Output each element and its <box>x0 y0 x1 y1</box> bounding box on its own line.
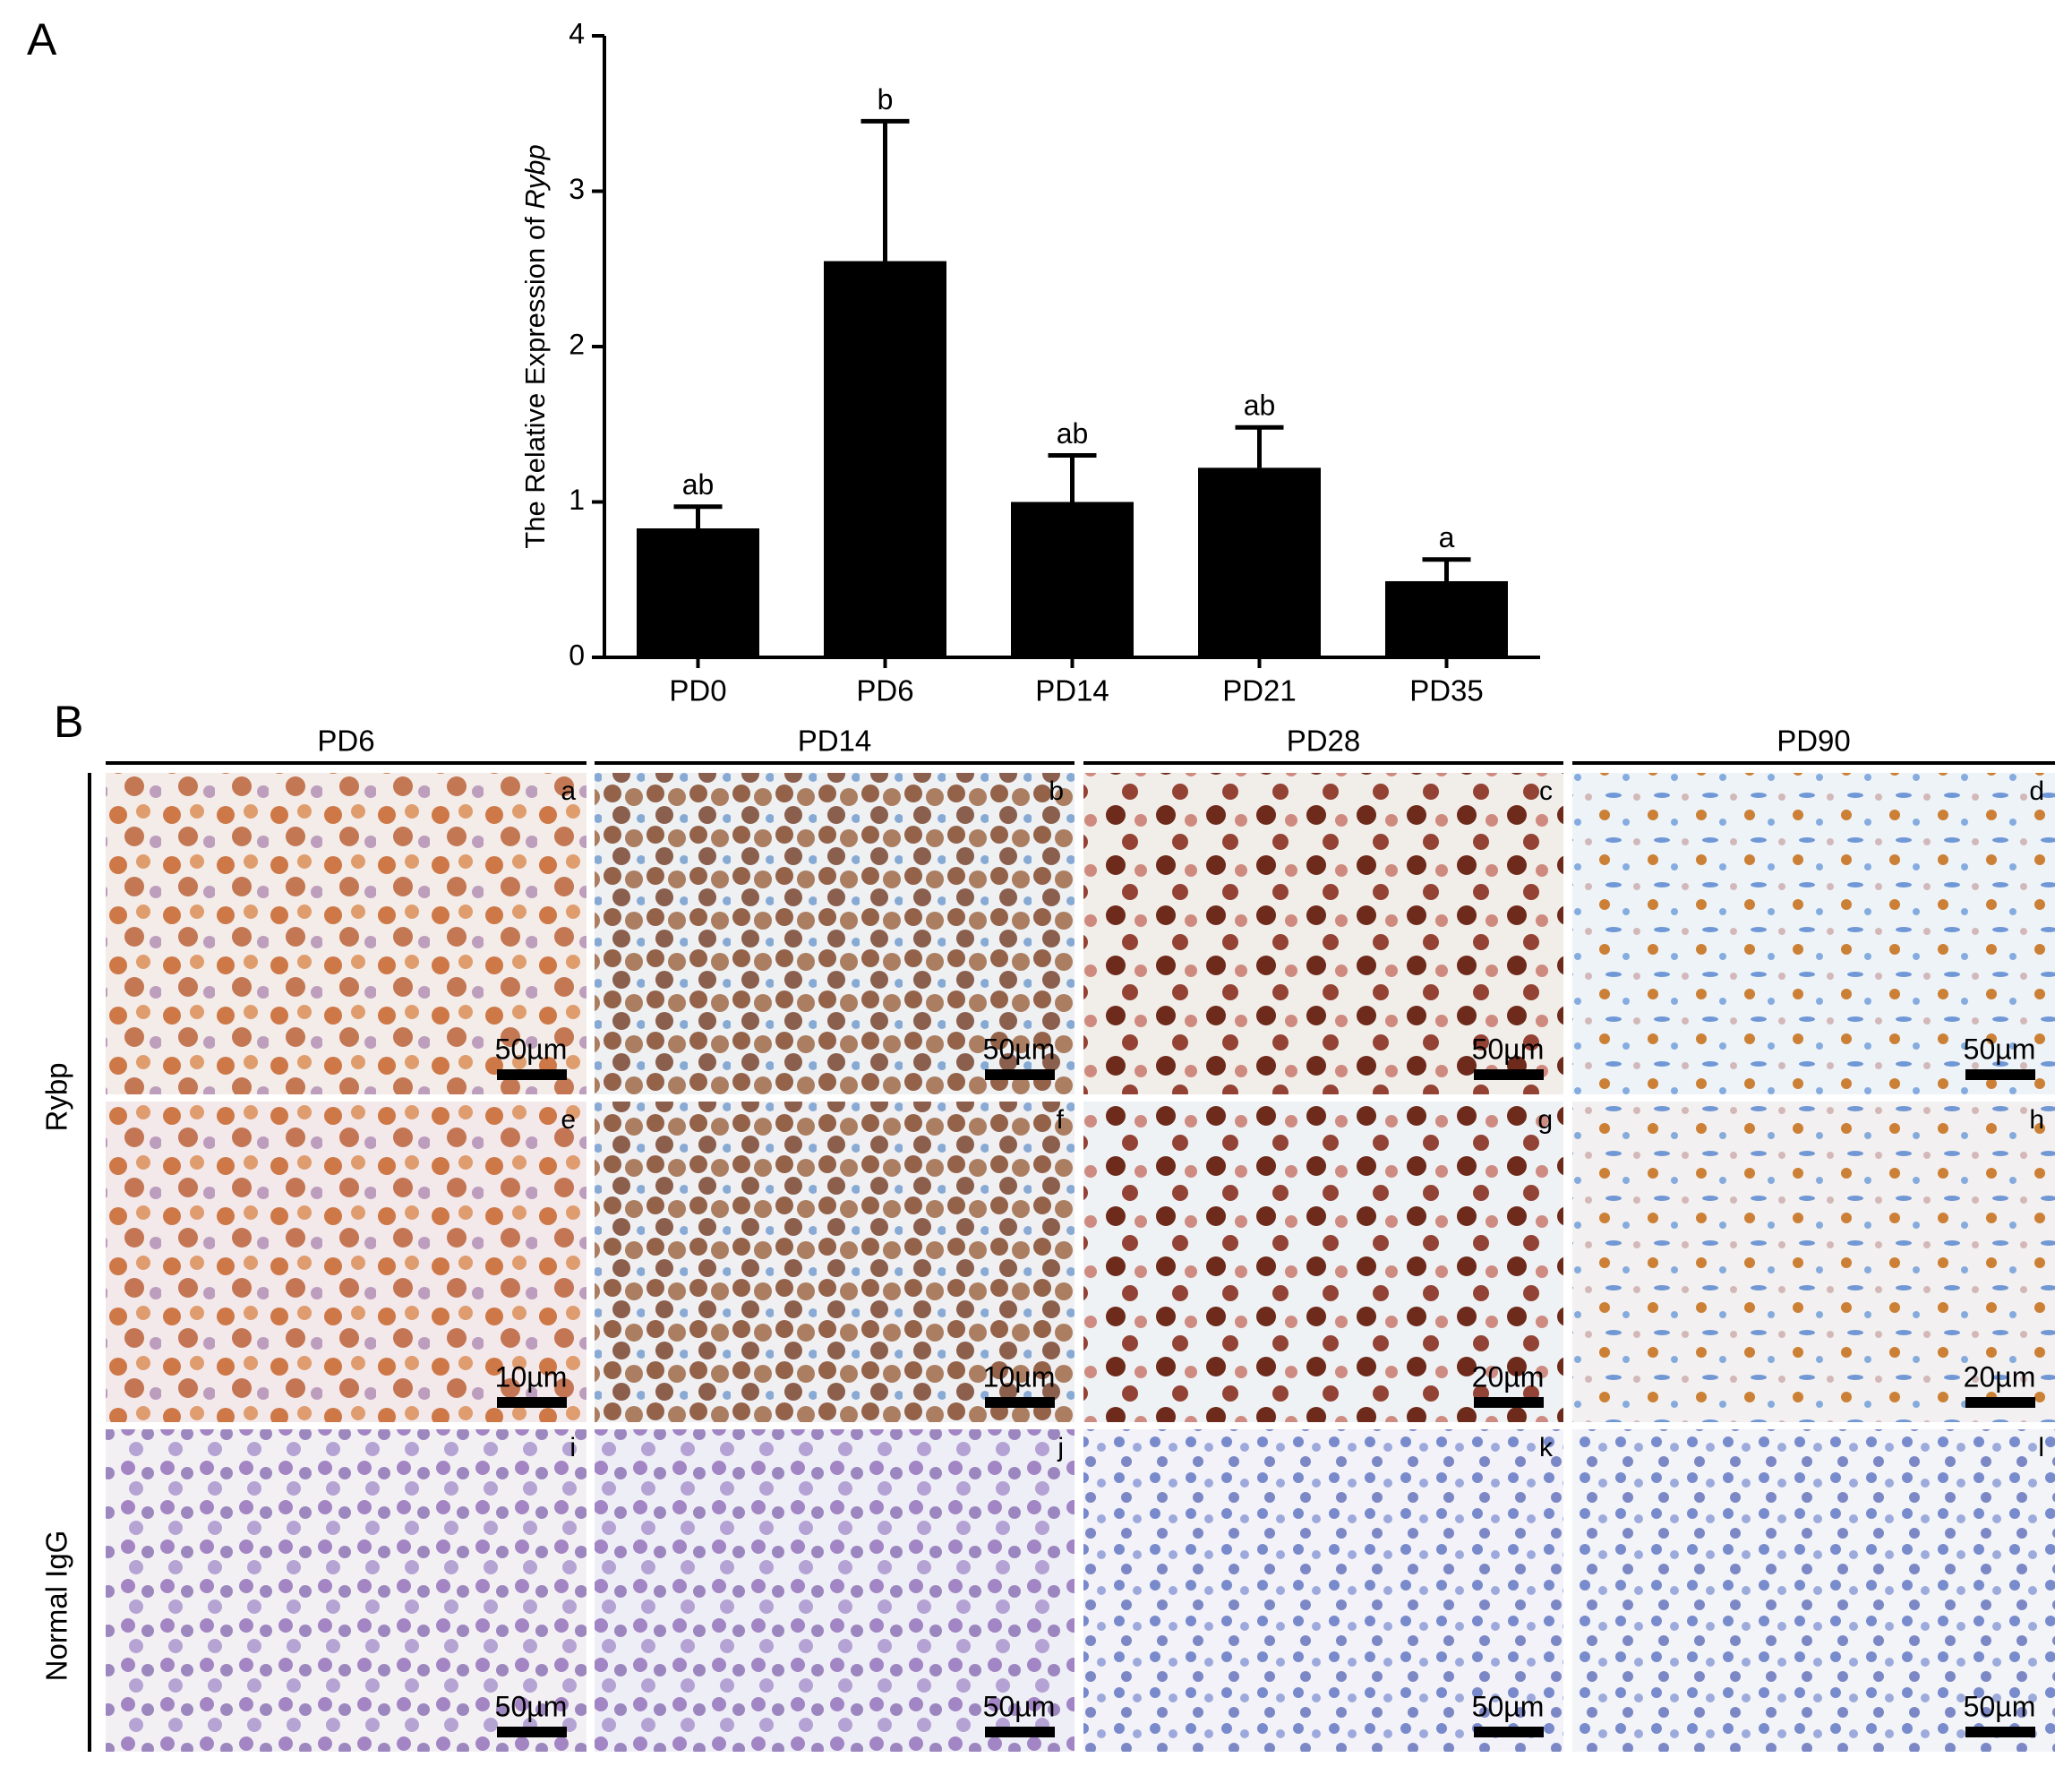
significance-label: ab <box>682 468 715 501</box>
y-tick-label: 2 <box>569 328 585 360</box>
tile-letter: i <box>569 1433 576 1462</box>
row-label: Rybp <box>40 1062 73 1131</box>
micrograph-cells <box>106 773 586 1094</box>
scale-bar <box>985 1727 1055 1737</box>
x-tick-label: PD21 <box>1222 674 1297 707</box>
x-tick-label: PD6 <box>856 674 913 707</box>
column-header: PD14 <box>798 725 872 758</box>
scale-bar-label: 50µm <box>1472 1033 1545 1065</box>
micrograph-cells <box>595 1429 1075 1752</box>
micrograph-cells <box>595 773 1075 1094</box>
micrograph-cells <box>106 1102 586 1422</box>
y-tick-label: 1 <box>569 484 585 516</box>
scale-bar-label: 50µm <box>1964 1033 2036 1065</box>
tile-letter: f <box>1057 1105 1065 1135</box>
bar <box>1198 467 1321 657</box>
scale-bar <box>1474 1069 1544 1080</box>
scale-bar <box>1965 1069 2035 1080</box>
y-tick-label: 4 <box>569 17 585 49</box>
column-header: PD28 <box>1287 725 1361 758</box>
y-tick-label: 0 <box>569 639 585 671</box>
tile-letter: a <box>561 776 576 806</box>
scale-bar <box>1965 1727 2035 1737</box>
tile-letter: e <box>561 1105 576 1135</box>
scale-bar-label: 50µm <box>1964 1690 2036 1722</box>
scale-bar <box>497 1069 567 1080</box>
bar <box>824 261 946 657</box>
scale-bar <box>985 1397 1055 1408</box>
scale-bar-label: 50µm <box>983 1690 1056 1722</box>
scale-bar <box>497 1397 567 1408</box>
micrograph-cells <box>1572 1429 2055 1752</box>
significance-label: ab <box>1057 417 1089 450</box>
scale-bar-label: 10µm <box>495 1360 568 1393</box>
tile-letter: d <box>2029 776 2044 806</box>
significance-label: ab <box>1244 390 1276 422</box>
tile-letter: k <box>1539 1433 1554 1462</box>
significance-label: a <box>1439 521 1455 553</box>
bar-chart: 0 1 2 3 4 PD0 ab PD6 b PD14 ab PD21 ab PD35 a <box>569 17 1540 707</box>
micrograph-cells <box>1572 1102 2055 1422</box>
scale-bar <box>1965 1397 2035 1408</box>
tile-letter: h <box>2029 1105 2044 1135</box>
tile-letter: c <box>1539 776 1553 806</box>
y-tick-label: 3 <box>569 173 585 205</box>
scale-bar-label: 50µm <box>983 1033 1056 1065</box>
scale-bar-label: 50µm <box>1472 1690 1545 1722</box>
row-label: Normal IgG <box>40 1531 73 1682</box>
scale-bar <box>1474 1727 1544 1737</box>
x-tick-label: PD14 <box>1035 674 1109 707</box>
bar <box>1011 502 1134 657</box>
bar <box>1385 580 1508 657</box>
micrograph-cells <box>1083 1429 1563 1752</box>
scale-bar <box>1474 1397 1544 1408</box>
scale-bar <box>985 1069 1055 1080</box>
x-tick-label: PD35 <box>1409 674 1484 707</box>
scale-bar-label: 20µm <box>1472 1360 1545 1393</box>
column-header: PD90 <box>1777 725 1851 758</box>
tile-letter: g <box>1537 1105 1553 1135</box>
tile-letter: b <box>1049 776 1064 806</box>
x-tick-label: PD0 <box>669 674 726 707</box>
panel-label: A <box>27 14 57 64</box>
scale-bar-label: 20µm <box>1964 1360 2036 1393</box>
scale-bar-label: 50µm <box>495 1690 568 1722</box>
tile-letter: j <box>1057 1433 1064 1462</box>
scale-bar-label: 10µm <box>983 1360 1056 1393</box>
column-header: PD6 <box>317 725 374 758</box>
micrograph-cells <box>1572 773 2055 1094</box>
scale-bar-label: 50µm <box>495 1033 568 1065</box>
micrographs: PD6 PD14 PD28 PD90 Rybp Normal IgG a 50µm b 50µm c… <box>40 725 2055 1752</box>
micrograph-cells <box>595 1102 1075 1422</box>
micrograph-cells <box>1083 1102 1563 1422</box>
significance-label: b <box>878 83 894 116</box>
tile-letter: l <box>2038 1433 2044 1462</box>
micrograph-cells <box>106 1429 586 1752</box>
micrograph-cells <box>1083 773 1563 1094</box>
y-axis-label: The Relative Expression of Rybp <box>519 144 551 548</box>
panel-label: B <box>54 697 83 747</box>
scale-bar <box>497 1727 567 1737</box>
bar <box>637 527 759 657</box>
